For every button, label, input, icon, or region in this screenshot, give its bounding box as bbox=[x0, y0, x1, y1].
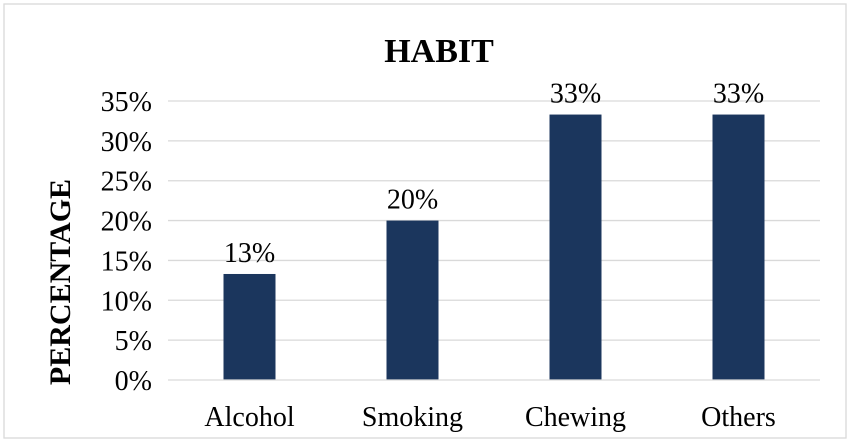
y-tick-label: 0% bbox=[115, 366, 152, 397]
y-tick-label: 30% bbox=[101, 127, 152, 158]
chart-title: HABIT bbox=[384, 33, 494, 70]
data-labels: 13% 20% 33% 33% bbox=[224, 79, 764, 269]
y-tick-label: 25% bbox=[101, 167, 152, 198]
data-label: 20% bbox=[387, 185, 438, 216]
y-tick-label: 10% bbox=[101, 286, 152, 317]
bar-alcohol bbox=[223, 273, 276, 380]
data-label: 33% bbox=[713, 79, 764, 110]
bar-smoking bbox=[386, 220, 439, 380]
y-axis-title: PERCENTAGE bbox=[44, 179, 77, 385]
y-axis-ticks: 0% 5% 10% 15% 20% 25% 30% 35% bbox=[101, 87, 152, 397]
y-tick-label: 20% bbox=[101, 207, 152, 238]
bar-chewing bbox=[549, 114, 602, 381]
bars bbox=[223, 114, 765, 381]
data-label: 13% bbox=[224, 238, 275, 269]
gridlines bbox=[168, 100, 820, 341]
x-axis-categories: Alcohol Smoking Chewing Others bbox=[204, 402, 775, 433]
x-category-label: Smoking bbox=[362, 402, 463, 433]
data-label: 33% bbox=[550, 79, 601, 110]
x-category-label: Others bbox=[701, 402, 776, 433]
y-tick-label: 5% bbox=[115, 326, 152, 357]
chart-border bbox=[3, 3, 847, 439]
bar-others bbox=[712, 114, 765, 381]
y-tick-label: 35% bbox=[101, 87, 152, 118]
y-tick-label: 15% bbox=[101, 246, 152, 277]
x-category-label: Chewing bbox=[525, 402, 626, 433]
x-category-label: Alcohol bbox=[204, 402, 294, 433]
